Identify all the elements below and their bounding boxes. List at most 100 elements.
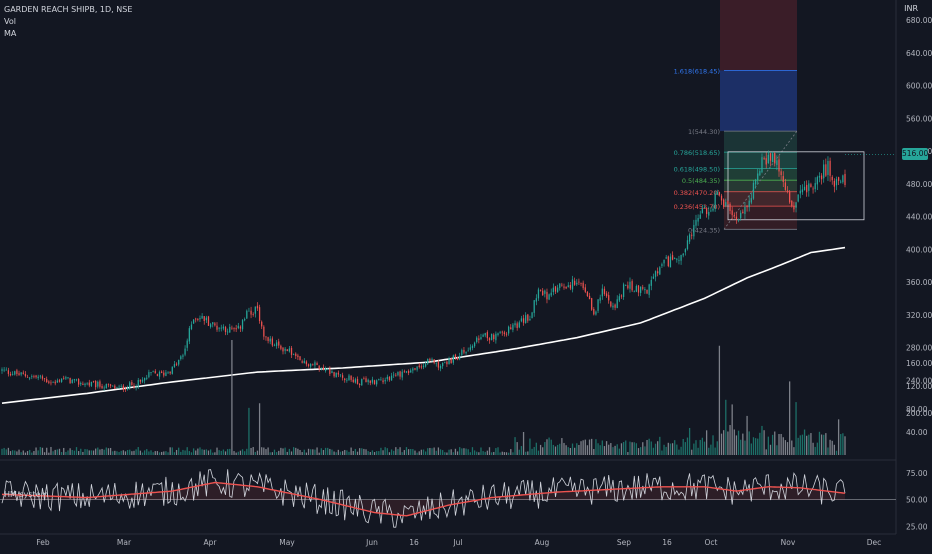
volume-bar: [101, 448, 103, 455]
candle-body: [22, 372, 24, 374]
volume-bar: [137, 447, 139, 455]
candle-body: [420, 366, 423, 368]
volume-bar: [686, 437, 689, 455]
volume-bar: [727, 431, 729, 455]
candle-body: [835, 179, 838, 186]
fibonacci-retracement: 1.618(618.45) 1(544.30) 0.786(518.65) 0.618…: [674, 0, 798, 234]
candle-body: [418, 365, 420, 368]
candle-body: [322, 367, 325, 371]
candle-body: [339, 374, 342, 376]
candle-body: [154, 371, 156, 374]
candle-body: [112, 385, 114, 387]
volume-bar: [471, 447, 474, 455]
candle-body: [476, 337, 478, 342]
candle-body: [150, 372, 152, 374]
volume-bar: [48, 452, 50, 455]
volume-bar: [588, 439, 591, 455]
candle-body: [667, 256, 669, 267]
volume-bar: [275, 452, 278, 455]
volume-bar: [141, 452, 144, 455]
fib-level-label: 0.236(452.70): [674, 203, 720, 211]
candle-body: [350, 375, 352, 380]
volume-bar: [278, 450, 280, 455]
candle-body: [450, 358, 452, 364]
volume-bar: [427, 448, 429, 455]
symbol-legend[interactable]: GARDEN REACH SHIPB, 1D, NSE: [4, 5, 133, 14]
volume-bar: [480, 447, 482, 455]
ma-legend[interactable]: MA: [4, 29, 17, 38]
time-tick-label: 16: [409, 538, 419, 547]
candle-body: [282, 347, 284, 352]
volume-bar: [335, 452, 337, 455]
volume-bar: [69, 448, 71, 455]
volume-bar: [682, 438, 684, 455]
volume-bar: [642, 442, 644, 455]
candle-body: [382, 380, 384, 383]
candle-body: [403, 371, 405, 373]
candle-body: [24, 373, 27, 377]
volume-bar: [608, 444, 610, 455]
volume-bar: [808, 434, 810, 455]
candle-body: [167, 372, 169, 374]
moving-average-line: [1, 246, 846, 404]
candle-body: [548, 294, 550, 300]
candle-body: [471, 345, 474, 349]
candle-body: [431, 358, 433, 361]
volume-bar: [188, 451, 190, 455]
candle-body: [373, 380, 376, 385]
volume-bar: [382, 450, 384, 455]
volume-bar: [205, 449, 208, 455]
candle-body: [556, 287, 559, 293]
candle-body: [126, 388, 129, 390]
candle-body: [380, 379, 382, 381]
volume-bar: [646, 439, 648, 455]
volume-bar: [75, 447, 78, 455]
volume-bar: [652, 447, 655, 455]
volume-bar: [97, 447, 99, 455]
volume-bar: [178, 447, 180, 455]
candle-body: [808, 183, 810, 191]
candle-body: [784, 182, 787, 191]
candle-body: [831, 176, 833, 181]
candle-body: [52, 382, 54, 383]
volume-bar: [544, 442, 546, 455]
oscillator-legend[interactable]: HM system: [4, 490, 49, 499]
volume-bar: [591, 438, 593, 455]
candle-body: [801, 189, 804, 193]
candle-body: [631, 281, 633, 291]
candle-body: [480, 337, 482, 340]
candle-body: [490, 333, 493, 341]
candle-body: [278, 341, 280, 346]
candle-body: [275, 342, 278, 346]
volume-bar: [71, 449, 73, 455]
candle-body: [829, 160, 831, 176]
volume-bar: [361, 448, 363, 455]
volume-bar: [661, 450, 663, 455]
candle-body: [129, 382, 131, 388]
candle-body: [299, 356, 301, 361]
candle-body: [584, 287, 586, 292]
volume-bar: [776, 445, 778, 455]
candle-body: [180, 356, 182, 360]
candle-body: [14, 371, 16, 375]
volume-bar: [73, 450, 76, 455]
candle-body: [201, 315, 203, 319]
candle-body: [597, 299, 599, 311]
volume-bar: [574, 447, 576, 455]
candle-body: [235, 328, 237, 330]
candle-body: [254, 306, 256, 314]
volume-bar: [214, 452, 216, 455]
candle-body: [60, 378, 63, 382]
fib-zone: [724, 180, 797, 192]
candle-body: [539, 289, 542, 291]
candle-body: [286, 349, 288, 351]
volume-bar: [610, 443, 612, 455]
fib-extension-zone: [720, 70, 797, 132]
volume-bar: [29, 449, 31, 455]
candle-body: [716, 191, 718, 195]
volume-bar: [514, 437, 516, 455]
volume-legend[interactable]: Vol: [4, 17, 16, 26]
volume-bar: [307, 448, 310, 455]
